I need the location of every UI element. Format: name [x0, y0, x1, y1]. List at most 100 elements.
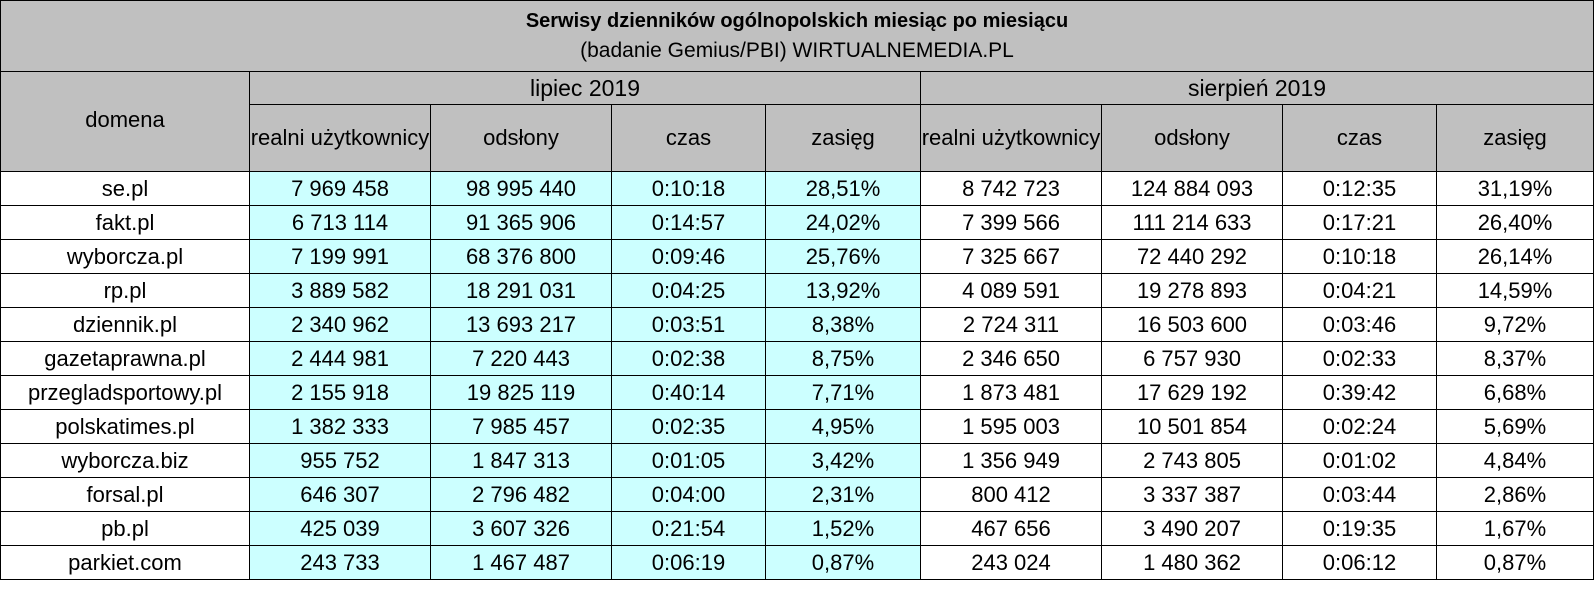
reach-jul-cell: 7,71%	[765, 375, 921, 410]
reach-aug-cell: 14,59%	[1436, 273, 1594, 308]
pageviews-aug-cell: 16 503 600	[1101, 307, 1283, 342]
pageviews-jul-cell: 91 365 906	[430, 205, 612, 240]
pageviews-aug-cell: 124 884 093	[1101, 171, 1283, 206]
pageviews-aug-cell: 1 480 362	[1101, 545, 1283, 580]
pageviews-aug-cell: 6 757 930	[1101, 341, 1283, 376]
time-jul-cell: 0:10:18	[611, 171, 766, 206]
pageviews-aug-cell: 19 278 893	[1101, 273, 1283, 308]
pageviews-jul-cell: 3 607 326	[430, 511, 612, 546]
reach-jul-cell: 28,51%	[765, 171, 921, 206]
users-aug-cell: 4 089 591	[920, 273, 1102, 308]
pageviews-aug-cell: 17 629 192	[1101, 375, 1283, 410]
table-title: Serwisy dzienników ogólnopolskich miesią…	[525, 10, 1069, 32]
time-jul-cell: 0:02:38	[611, 341, 766, 376]
reach-jul-cell: 13,92%	[765, 273, 921, 308]
time-aug-cell: 0:04:21	[1282, 273, 1437, 308]
users-aug-cell: 1 356 949	[920, 443, 1102, 478]
reach-jul-cell: 4,95%	[765, 409, 921, 444]
users-jul-cell: 2 444 981	[249, 341, 431, 376]
domain-cell: przegladsportowy.pl	[0, 375, 250, 410]
table-row: se.pl 7 969 458 98 995 440 0:10:18 28,51% 8 7…	[0, 171, 1594, 206]
domain-cell: rp.pl	[0, 273, 250, 308]
reach-aug-cell: 0,87%	[1436, 545, 1594, 580]
table-row: forsal.pl 646 307 2 796 482 0:04:00 2,31% 800…	[0, 477, 1594, 512]
reach-aug-cell: 2,86%	[1436, 477, 1594, 512]
month-header-august: sierpień 2019	[920, 71, 1594, 105]
time-aug-cell: 0:06:12	[1282, 545, 1437, 580]
pageviews-jul-cell: 13 693 217	[430, 307, 612, 342]
reach-jul-cell: 0,87%	[765, 545, 921, 580]
time-aug-cell: 0:02:33	[1282, 341, 1437, 376]
reach-aug-cell: 26,14%	[1436, 239, 1594, 274]
table-row: dziennik.pl 2 340 962 13 693 217 0:03:51 8,3…	[0, 307, 1594, 342]
domain-cell: polskatimes.pl	[0, 409, 250, 444]
reach-aug-cell: 6,68%	[1436, 375, 1594, 410]
time-jul-cell: 0:40:14	[611, 375, 766, 410]
users-aug-cell: 1 873 481	[920, 375, 1102, 410]
users-aug-cell: 2 346 650	[920, 341, 1102, 376]
table-body: se.pl 7 969 458 98 995 440 0:10:18 28,51% 8 7…	[0, 171, 1594, 580]
col-header-time-jul: czas	[611, 104, 766, 172]
table-row: przegladsportowy.pl 2 155 918 19 825 119 0:…	[0, 375, 1594, 410]
table-row: rp.pl 3 889 582 18 291 031 0:04:25 13,92% 4 0…	[0, 273, 1594, 308]
time-jul-cell: 0:06:19	[611, 545, 766, 580]
domain-cell: dziennik.pl	[0, 307, 250, 342]
col-header-pageviews-jul: odsłony	[430, 104, 612, 172]
pageviews-jul-cell: 19 825 119	[430, 375, 612, 410]
domain-cell: pb.pl	[0, 511, 250, 546]
users-aug-cell: 7 399 566	[920, 205, 1102, 240]
time-jul-cell: 0:04:00	[611, 477, 766, 512]
col-header-users-aug: realni użytkownicy	[920, 104, 1102, 172]
table-row: pb.pl 425 039 3 607 326 0:21:54 1,52% 467 656…	[0, 511, 1594, 546]
table-row: fakt.pl 6 713 114 91 365 906 0:14:57 24,02% 7…	[0, 205, 1594, 240]
pageviews-jul-cell: 2 796 482	[430, 477, 612, 512]
users-jul-cell: 2 340 962	[249, 307, 431, 342]
reach-aug-cell: 9,72%	[1436, 307, 1594, 342]
reach-aug-cell: 5,69%	[1436, 409, 1594, 444]
users-jul-cell: 425 039	[249, 511, 431, 546]
pageviews-jul-cell: 18 291 031	[430, 273, 612, 308]
pageviews-aug-cell: 3 337 387	[1101, 477, 1283, 512]
domain-cell: parkiet.com	[0, 545, 250, 580]
col-header-users-jul: realni użytkownicy	[249, 104, 431, 172]
domain-cell: forsal.pl	[0, 477, 250, 512]
time-jul-cell: 0:09:46	[611, 239, 766, 274]
time-aug-cell: 0:19:35	[1282, 511, 1437, 546]
time-jul-cell: 0:21:54	[611, 511, 766, 546]
pageviews-aug-cell: 111 214 633	[1101, 205, 1283, 240]
reach-aug-cell: 4,84%	[1436, 443, 1594, 478]
reach-aug-cell: 1,67%	[1436, 511, 1594, 546]
pageviews-aug-cell: 10 501 854	[1101, 409, 1283, 444]
users-jul-cell: 955 752	[249, 443, 431, 478]
domain-cell: fakt.pl	[0, 205, 250, 240]
reach-jul-cell: 24,02%	[765, 205, 921, 240]
time-aug-cell: 0:12:35	[1282, 171, 1437, 206]
table-row: parkiet.com 243 733 1 467 487 0:06:19 0,87% 2…	[0, 545, 1594, 580]
time-jul-cell: 0:01:05	[611, 443, 766, 478]
domain-cell: se.pl	[0, 171, 250, 206]
reach-jul-cell: 8,75%	[765, 341, 921, 376]
pageviews-aug-cell: 3 490 207	[1101, 511, 1283, 546]
table-row: polskatimes.pl 1 382 333 7 985 457 0:02:35 4…	[0, 409, 1594, 444]
pageviews-aug-cell: 72 440 292	[1101, 239, 1283, 274]
stats-table: Serwisy dzienników ogólnopolskich miesią…	[0, 0, 1594, 580]
domain-cell: gazetaprawna.pl	[0, 341, 250, 376]
pageviews-jul-cell: 1 467 487	[430, 545, 612, 580]
users-jul-cell: 243 733	[249, 545, 431, 580]
users-aug-cell: 2 724 311	[920, 307, 1102, 342]
users-aug-cell: 467 656	[920, 511, 1102, 546]
users-jul-cell: 6 713 114	[249, 205, 431, 240]
reach-aug-cell: 26,40%	[1436, 205, 1594, 240]
pageviews-jul-cell: 1 847 313	[430, 443, 612, 478]
time-aug-cell: 0:03:46	[1282, 307, 1437, 342]
reach-jul-cell: 25,76%	[765, 239, 921, 274]
users-jul-cell: 1 382 333	[249, 409, 431, 444]
col-header-pageviews-aug: odsłony	[1101, 104, 1283, 172]
time-aug-cell: 0:01:02	[1282, 443, 1437, 478]
users-aug-cell: 1 595 003	[920, 409, 1102, 444]
users-aug-cell: 243 024	[920, 545, 1102, 580]
users-aug-cell: 8 742 723	[920, 171, 1102, 206]
users-aug-cell: 7 325 667	[920, 239, 1102, 274]
pageviews-jul-cell: 7 985 457	[430, 409, 612, 444]
domain-column-header: domena	[0, 71, 250, 172]
